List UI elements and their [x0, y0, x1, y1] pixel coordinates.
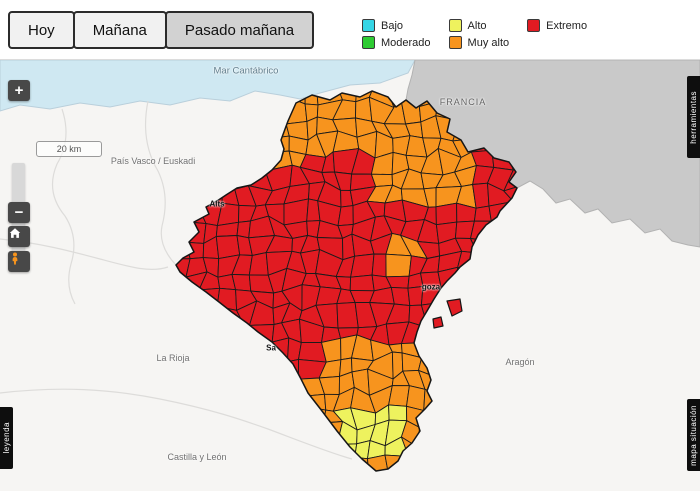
panel-tab-label: mapa situación — [689, 404, 698, 466]
person-icon — [12, 252, 18, 265]
legend-item-moderado: Moderado — [362, 36, 431, 49]
legend-label: Extremo — [546, 19, 588, 32]
zoom-in-button[interactable]: + — [8, 80, 30, 101]
home-button[interactable] — [8, 226, 30, 247]
panel-tab-leyenda[interactable]: leyenda — [0, 407, 13, 469]
header-bar: Hoy Mañana Pasado mañana Bajo Moderado A… — [0, 0, 700, 59]
risk-legend: Bajo Moderado Alto Muy alto Extremo — [362, 19, 587, 49]
legend-item-bajo: Bajo — [362, 19, 431, 32]
panel-tab-label: herramientas — [689, 90, 698, 144]
legend-label: Muy alto — [467, 36, 510, 49]
province-borders — [0, 100, 353, 460]
alto-swatch-icon — [448, 19, 462, 32]
navarra-outline — [175, 90, 518, 472]
sea-area — [0, 60, 416, 112]
panel-tab-label: leyenda — [2, 422, 11, 454]
legend-label: Moderado — [381, 36, 431, 49]
scale-indicator: 20 km — [36, 141, 102, 157]
map-geography[interactable] — [0, 60, 700, 491]
home-icon — [9, 228, 21, 238]
tab-manana[interactable]: Mañana — [72, 11, 167, 49]
map-canvas[interactable]: Mar Cantábrico FRANCIA País Vasco / Eusk… — [0, 59, 700, 491]
extremo-swatch-icon — [527, 19, 541, 32]
legend-item-extremo: Extremo — [527, 19, 587, 32]
legend-item-alto: Alto — [448, 19, 510, 32]
panel-tab-herramientas[interactable]: herramientas — [687, 76, 700, 158]
bajo-swatch-icon — [362, 19, 375, 32]
enclave-polygons[interactable] — [432, 298, 463, 329]
geolocation-button[interactable] — [8, 251, 30, 272]
zoom-out-button[interactable]: − — [8, 202, 30, 223]
legend-label: Alto — [467, 19, 487, 32]
legend-label: Bajo — [381, 19, 404, 32]
tab-pasado-manana[interactable]: Pasado mañana — [164, 11, 315, 49]
legend-item-muy-alto: Muy alto — [448, 36, 510, 49]
moderado-swatch-icon — [362, 36, 375, 49]
day-selector: Hoy Mañana Pasado mañana — [8, 11, 315, 49]
muy-alto-swatch-icon — [448, 36, 462, 49]
tab-hoy[interactable]: Hoy — [8, 11, 75, 49]
panel-tab-mapa-situacion[interactable]: mapa situación — [687, 399, 700, 471]
